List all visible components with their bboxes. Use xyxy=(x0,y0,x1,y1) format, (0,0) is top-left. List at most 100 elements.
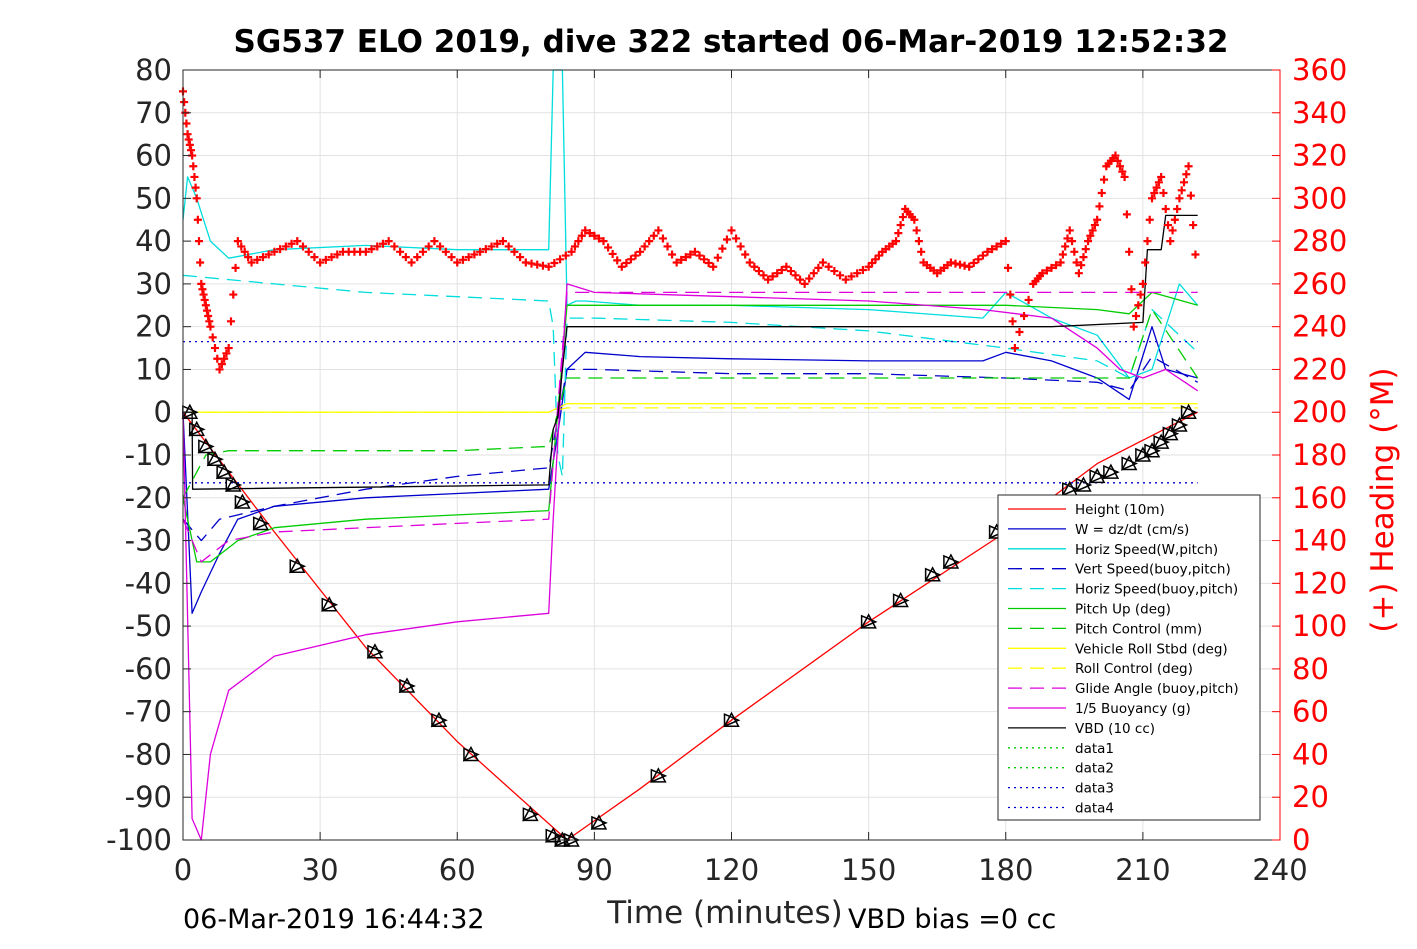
heading-marker xyxy=(617,262,626,271)
heading-marker xyxy=(782,262,791,271)
heading-marker xyxy=(1180,178,1189,187)
legend-label: Vehicle Roll Stbd (deg) xyxy=(1075,641,1228,657)
x-tick-label: 0 xyxy=(174,853,192,887)
heading-marker xyxy=(965,262,974,271)
heading-marker xyxy=(1093,215,1102,224)
heading-marker xyxy=(645,237,654,246)
heading-marker xyxy=(208,333,217,342)
depth-marker-up xyxy=(188,420,205,437)
heading-marker xyxy=(1052,261,1061,270)
legend-label: W = dz/dt (cm/s) xyxy=(1075,522,1189,538)
heading-marker xyxy=(198,285,207,294)
heading-marker xyxy=(898,213,907,222)
heading-marker xyxy=(498,237,507,246)
heading-marker xyxy=(1042,266,1051,275)
depth-marker-right xyxy=(399,678,416,694)
heading-marker xyxy=(436,242,445,251)
heading-marker xyxy=(327,253,336,262)
heading-marker xyxy=(1161,205,1170,214)
depth-marker-up xyxy=(1171,416,1188,432)
depth-marker-right xyxy=(591,815,608,831)
legend-label: data3 xyxy=(1075,781,1114,797)
heading-marker xyxy=(561,251,570,260)
heading-marker xyxy=(550,259,559,268)
depth-marker-right xyxy=(1144,443,1161,458)
depth-marker-up xyxy=(206,450,224,467)
heading-marker xyxy=(441,247,450,256)
series-line xyxy=(182,69,1199,379)
y-tick-label-left: -60 xyxy=(125,652,172,686)
depth-marker-up xyxy=(1162,425,1179,441)
heading-marker xyxy=(384,237,393,246)
depth-marker-up xyxy=(1180,403,1197,419)
heading-marker xyxy=(1086,231,1095,240)
heading-marker xyxy=(1150,188,1159,197)
heading-marker xyxy=(182,119,191,128)
heading-marker xyxy=(1157,172,1166,181)
y-tick-label-left: -80 xyxy=(125,737,172,771)
heading-marker xyxy=(1175,194,1184,203)
heading-marker xyxy=(567,247,576,256)
depth-marker-right xyxy=(207,452,224,467)
depth-marker-right xyxy=(650,768,668,783)
heading-marker xyxy=(197,279,206,288)
depth-marker-right xyxy=(321,597,339,612)
heading-marker xyxy=(814,263,823,272)
y-tick-label-left: -10 xyxy=(125,438,172,472)
depth-marker-up xyxy=(723,711,740,727)
heading-marker xyxy=(1090,221,1099,230)
depth-marker-up xyxy=(181,403,199,419)
y-tick-label-left: 80 xyxy=(135,53,172,87)
heading-marker xyxy=(476,247,485,256)
heading-marker xyxy=(1173,205,1182,214)
heading-marker xyxy=(1038,269,1047,278)
heading-marker xyxy=(759,271,768,280)
heading-marker xyxy=(818,258,827,267)
heading-marker xyxy=(841,275,850,284)
heading-marker xyxy=(764,275,773,284)
heading-marker xyxy=(912,226,921,235)
y-tick-label-right: 120 xyxy=(1292,566,1347,600)
heading-marker xyxy=(1164,221,1173,230)
depth-marker-up xyxy=(1152,433,1170,449)
heading-marker xyxy=(321,255,330,264)
heading-marker xyxy=(649,231,658,240)
depth-marker-right xyxy=(216,464,234,480)
heading-marker xyxy=(1184,162,1193,171)
y-tick-label-left: 50 xyxy=(135,181,172,215)
heading-marker xyxy=(853,269,862,278)
y-tick-label-right: 220 xyxy=(1292,352,1347,386)
heading-marker xyxy=(1166,237,1175,246)
heading-marker xyxy=(183,130,192,139)
heading-marker xyxy=(608,249,617,258)
depth-marker-up xyxy=(650,767,667,783)
depth-marker-up xyxy=(398,677,416,693)
legend-label: Roll Control (deg) xyxy=(1075,661,1193,677)
depth-marker-up xyxy=(590,814,608,830)
legend-label: Horiz Speed(W,pitch) xyxy=(1075,542,1218,558)
heading-marker xyxy=(636,247,645,256)
heading-marker xyxy=(199,290,208,299)
depth-marker-up xyxy=(234,493,251,509)
legend-label: VBD (10 cc) xyxy=(1075,721,1155,737)
heading-marker xyxy=(401,253,410,262)
x-tick-label: 120 xyxy=(704,853,759,887)
heading-marker xyxy=(805,274,814,283)
heading-marker xyxy=(713,253,722,262)
heading-marker xyxy=(1138,279,1147,288)
heading-marker xyxy=(896,221,905,230)
heading-marker xyxy=(681,253,690,262)
depth-marker-right xyxy=(1061,482,1079,497)
heading-marker xyxy=(192,194,201,203)
heading-marker xyxy=(1061,242,1070,251)
heading-marker xyxy=(695,251,704,260)
heading-marker xyxy=(663,242,672,251)
heading-marker xyxy=(270,247,279,256)
heading-marker xyxy=(1079,253,1088,262)
y-tick-label-right: 200 xyxy=(1292,395,1347,429)
depth-marker-right xyxy=(289,559,307,574)
depth-marker-right xyxy=(943,554,960,570)
heading-marker xyxy=(196,258,205,267)
heading-marker xyxy=(1001,237,1010,246)
heading-marker xyxy=(1097,188,1106,197)
